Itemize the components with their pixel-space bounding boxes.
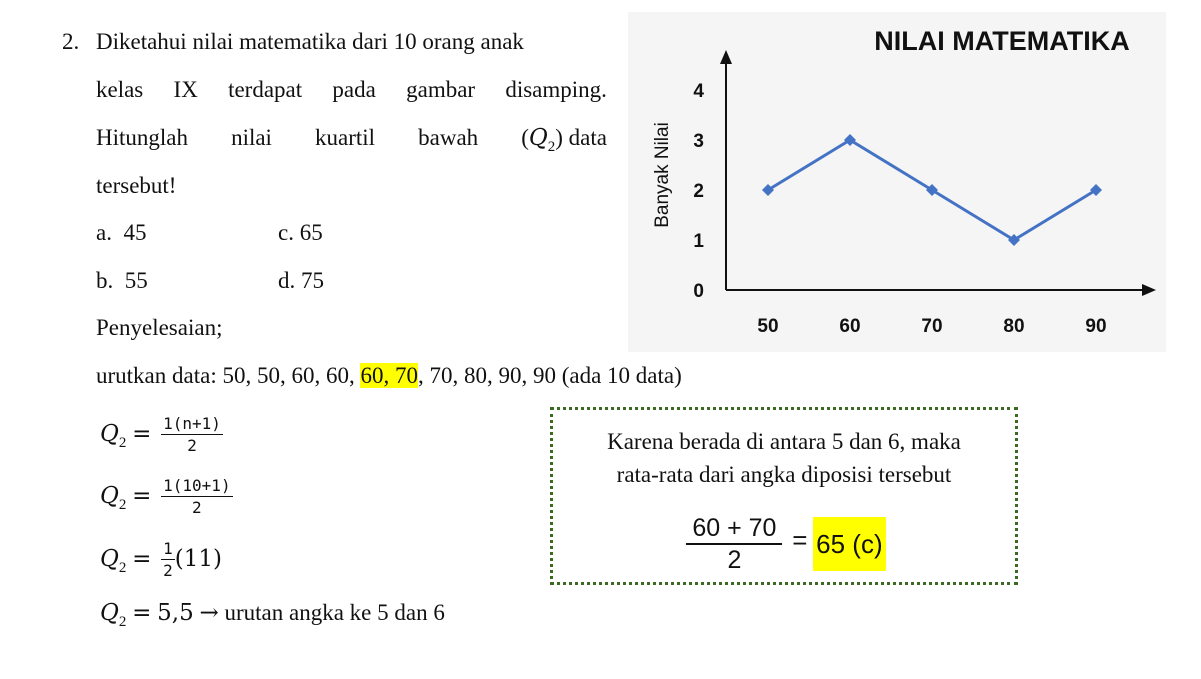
fraction: 1 2 xyxy=(161,539,175,582)
problem-line-2: kelas IX terdapat pada gambar disamping. xyxy=(96,76,607,104)
line-chart: NILAI MATEMATIKA 0 1 2 3 4 Banyak Nilai 50 60 70 8… xyxy=(652,26,1156,337)
explanation-box: Karena berada di antara 5 dan 6, maka ra… xyxy=(550,407,1018,585)
word: terdapat xyxy=(228,77,303,102)
y-tick-label: 1 xyxy=(693,231,704,252)
option-d: d. 75 xyxy=(278,267,324,295)
box-equation: 60 + 70 2 = 65 (c) xyxy=(553,506,1015,578)
word: pada xyxy=(332,77,376,102)
box-fraction-denominator: 2 xyxy=(727,545,742,574)
option-a-label: a. xyxy=(96,220,112,245)
chart-title: NILAI MATEMATIKA xyxy=(874,26,1129,56)
q2-step-4: Q2 = 5,5 → urutan angka ke 5 dan 6 xyxy=(100,596,445,639)
option-c-label: c. xyxy=(278,220,294,245)
arrow-icon: → xyxy=(199,600,219,626)
data-point xyxy=(1090,184,1102,196)
fraction: 1(n+1) 2 xyxy=(161,414,223,457)
x-tick-label: 90 xyxy=(1085,316,1106,337)
option-b-label: b. xyxy=(96,268,114,293)
option-b-value: 55 xyxy=(124,268,148,293)
sorted-data-prefix: urutkan data: 50, 50, 60, 60, xyxy=(96,363,361,388)
step-3-rest: (11) xyxy=(174,546,222,572)
fraction-denominator: 2 xyxy=(192,498,202,518)
data-point xyxy=(1008,234,1020,246)
q2-subscript: 2 xyxy=(118,435,127,451)
x-axis-arrow-icon xyxy=(1142,284,1156,296)
option-c: c. 65 xyxy=(278,219,323,247)
problem-line-4: tersebut! xyxy=(96,173,177,198)
y-tick-label: 3 xyxy=(693,131,704,152)
box-line-2: rata-rata dari angka diposisi tersebut xyxy=(616,462,952,487)
data-point xyxy=(762,184,774,196)
word: disamping. xyxy=(505,77,607,102)
box-fraction-numerator: 60 + 70 xyxy=(686,513,783,545)
equals-sign: = xyxy=(132,600,152,626)
sorted-data-highlight: 60, 70 xyxy=(360,363,418,388)
word: gambar xyxy=(406,77,476,102)
problem-line-3: Hitunglah nilai kuartil bawah (Q2) data xyxy=(96,124,607,161)
q2-symbol: Q xyxy=(100,600,119,626)
fraction-denominator: 2 xyxy=(187,436,197,456)
x-tick-label: 60 xyxy=(839,316,860,337)
equals-sign: = xyxy=(132,421,152,447)
chart-background xyxy=(628,12,1166,352)
fraction-numerator: 1(10+1) xyxy=(161,476,233,498)
word: kuartil xyxy=(315,125,376,150)
option-a: a. 45 xyxy=(96,219,146,247)
y-axis-label: Banyak Nilai xyxy=(652,122,673,228)
option-d-label: d. xyxy=(278,268,296,293)
q2-subscript: 2 xyxy=(118,497,127,513)
equals-sign: = xyxy=(132,483,152,509)
x-tick-label: 50 xyxy=(757,316,778,337)
q2-symbol: Q xyxy=(100,421,119,447)
word: Hitunglah xyxy=(96,125,188,150)
fraction-numerator: 1(n+1) xyxy=(161,414,223,436)
problem-line-1: Diketahui nilai matematika dari 10 orang… xyxy=(96,29,524,54)
q2-step-1: Q2 = 1(n+1) 2 xyxy=(100,410,227,467)
word: IX xyxy=(173,77,198,102)
sorted-data-line: urutkan data: 50, 50, 60, 60, 60, 70, 70… xyxy=(96,362,682,390)
problem-number: 2. xyxy=(62,29,80,54)
word: kelas xyxy=(96,77,144,102)
q2-subscript: 2 xyxy=(118,560,127,576)
equals-sign: = xyxy=(132,546,152,572)
option-b: b. 55 xyxy=(96,267,148,295)
option-d-value: 75 xyxy=(301,268,324,293)
answer-highlight: 65 (c) xyxy=(813,516,886,571)
data-point xyxy=(926,184,938,196)
fraction-denominator: 2 xyxy=(163,561,173,581)
q2-symbol: Q xyxy=(100,546,119,572)
word: nilai xyxy=(231,125,272,150)
x-tick-label: 70 xyxy=(921,316,942,337)
x-tick-label: 80 xyxy=(1003,316,1024,337)
box-line-1: Karena berada di antara 5 dan 6, maka xyxy=(607,429,961,454)
q2-subscript: 2 xyxy=(118,614,127,630)
step-4-text: urutan angka ke 5 dan 6 xyxy=(224,600,445,625)
box-fraction: 60 + 70 2 xyxy=(686,513,783,575)
fraction: 1(10+1) 2 xyxy=(161,476,233,519)
y-tick-label: 0 xyxy=(693,281,704,302)
option-c-value: 65 xyxy=(299,220,323,245)
option-a-value: 45 xyxy=(123,220,147,245)
word: bawah xyxy=(418,125,479,150)
q2-step-3: Q2 = 1 2 (11) xyxy=(100,535,222,592)
step-4-value: 5,5 xyxy=(157,600,194,626)
data-point xyxy=(844,134,856,146)
fraction-numerator: 1 xyxy=(161,539,175,561)
box-equals-sign: = xyxy=(792,525,808,555)
y-tick-label: 4 xyxy=(693,81,704,102)
y-axis-arrow-icon xyxy=(720,50,732,64)
q2-step-2: Q2 = 1(10+1) 2 xyxy=(100,472,237,529)
sorted-data-suffix: , 70, 80, 90, 90 (ada 10 data) xyxy=(417,363,682,388)
q2-symbol: Q xyxy=(100,483,119,509)
y-tick-label: 2 xyxy=(693,181,704,202)
solution-heading: Penyelesaian; xyxy=(96,315,223,340)
q2-inline-math: (Q2) data xyxy=(521,125,607,155)
